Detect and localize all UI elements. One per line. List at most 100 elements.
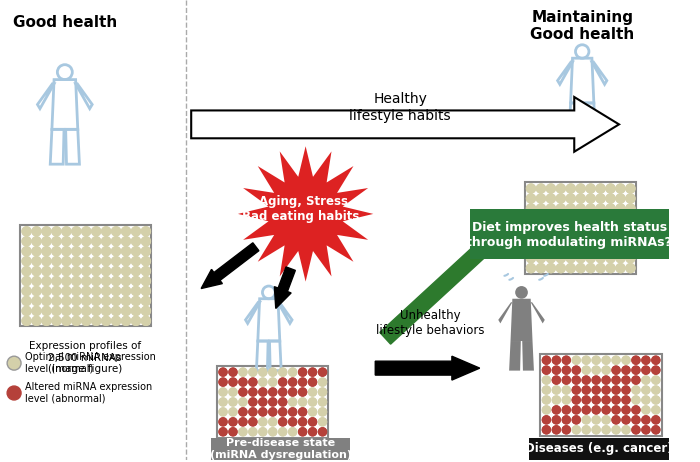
Circle shape	[299, 388, 307, 396]
Circle shape	[52, 237, 61, 246]
Circle shape	[102, 237, 111, 246]
Circle shape	[52, 286, 61, 296]
Circle shape	[526, 234, 536, 243]
Circle shape	[102, 286, 111, 296]
Circle shape	[52, 277, 61, 286]
Circle shape	[526, 254, 536, 263]
Circle shape	[586, 194, 595, 203]
Circle shape	[299, 428, 307, 436]
Circle shape	[62, 286, 71, 296]
Circle shape	[82, 267, 91, 276]
Circle shape	[562, 406, 570, 414]
Circle shape	[622, 366, 630, 374]
Circle shape	[592, 406, 600, 414]
Circle shape	[612, 366, 620, 374]
Circle shape	[288, 428, 297, 436]
Circle shape	[32, 247, 41, 255]
Circle shape	[622, 406, 630, 414]
Circle shape	[526, 214, 536, 223]
Circle shape	[632, 396, 640, 404]
Circle shape	[573, 376, 580, 384]
Circle shape	[606, 214, 615, 223]
Circle shape	[552, 426, 560, 434]
Circle shape	[542, 376, 550, 384]
Circle shape	[72, 237, 80, 246]
Circle shape	[622, 376, 630, 384]
Circle shape	[652, 356, 660, 364]
Circle shape	[22, 237, 31, 246]
Circle shape	[552, 416, 560, 424]
Circle shape	[111, 316, 120, 325]
Circle shape	[309, 368, 316, 376]
Circle shape	[32, 267, 41, 276]
Circle shape	[72, 257, 80, 266]
Circle shape	[52, 297, 61, 305]
Circle shape	[309, 408, 316, 416]
Circle shape	[556, 264, 566, 273]
Circle shape	[576, 214, 585, 223]
Circle shape	[279, 428, 287, 436]
Circle shape	[42, 237, 51, 246]
Circle shape	[279, 418, 287, 426]
Circle shape	[32, 277, 41, 286]
Circle shape	[92, 286, 101, 296]
Circle shape	[42, 227, 51, 236]
Circle shape	[122, 286, 130, 296]
Circle shape	[132, 316, 141, 325]
Circle shape	[141, 257, 150, 266]
Circle shape	[299, 418, 307, 426]
Circle shape	[562, 386, 570, 394]
Circle shape	[616, 224, 625, 233]
Circle shape	[141, 297, 150, 305]
Circle shape	[318, 368, 326, 376]
Circle shape	[576, 204, 585, 213]
Circle shape	[92, 247, 101, 255]
Circle shape	[22, 297, 31, 305]
Circle shape	[318, 398, 326, 406]
Circle shape	[141, 277, 150, 286]
Circle shape	[632, 376, 640, 384]
Circle shape	[616, 184, 625, 193]
Circle shape	[582, 396, 590, 404]
Circle shape	[626, 194, 635, 203]
Circle shape	[556, 224, 566, 233]
Circle shape	[141, 247, 150, 255]
Circle shape	[259, 408, 267, 416]
Polygon shape	[531, 302, 545, 323]
Circle shape	[596, 254, 605, 263]
Circle shape	[576, 204, 585, 213]
Circle shape	[102, 227, 111, 236]
Circle shape	[259, 378, 267, 386]
Circle shape	[219, 378, 227, 386]
Circle shape	[32, 267, 41, 276]
Circle shape	[318, 398, 326, 406]
Circle shape	[547, 214, 555, 223]
Circle shape	[318, 408, 326, 416]
Circle shape	[32, 237, 41, 246]
Circle shape	[606, 234, 615, 243]
Circle shape	[622, 416, 630, 424]
Circle shape	[622, 356, 630, 364]
Circle shape	[141, 297, 150, 305]
Circle shape	[318, 378, 326, 386]
Circle shape	[132, 306, 141, 316]
Circle shape	[582, 426, 590, 434]
Circle shape	[92, 316, 101, 325]
Circle shape	[239, 398, 247, 406]
Circle shape	[606, 184, 615, 193]
Circle shape	[239, 368, 247, 376]
Circle shape	[612, 396, 620, 404]
Circle shape	[562, 386, 570, 394]
Circle shape	[586, 204, 595, 213]
Circle shape	[269, 408, 276, 416]
Circle shape	[239, 388, 247, 396]
Circle shape	[249, 378, 257, 386]
Circle shape	[249, 418, 257, 426]
Circle shape	[62, 247, 71, 255]
Circle shape	[616, 254, 625, 263]
Circle shape	[622, 416, 630, 424]
Circle shape	[562, 356, 570, 364]
Circle shape	[642, 416, 650, 424]
Circle shape	[556, 254, 566, 263]
Polygon shape	[522, 341, 534, 371]
